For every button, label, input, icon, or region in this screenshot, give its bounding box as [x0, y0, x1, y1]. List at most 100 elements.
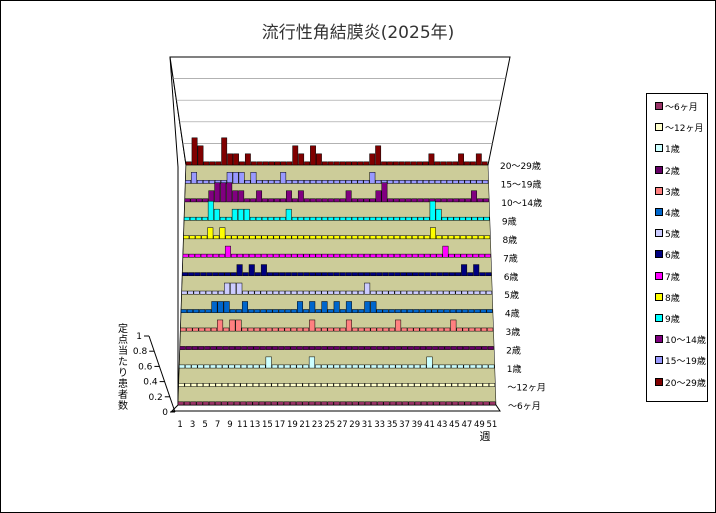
bar-4-week-24 — [321, 346, 328, 350]
bar-12-week-33 — [375, 190, 382, 203]
bar-10-week-7 — [219, 227, 226, 240]
bar-12-week-48 — [465, 198, 471, 203]
bar-13-week-50 — [476, 180, 483, 184]
bar-13-week-35 — [387, 180, 394, 184]
bar-7-week-37 — [400, 290, 407, 295]
bar-10-week-17 — [279, 235, 286, 240]
bar-7-week-6 — [211, 290, 218, 295]
bar-10-week-3 — [195, 235, 202, 240]
bar-8-week-49 — [473, 264, 480, 277]
bar-2-week-48 — [470, 383, 477, 387]
row-label: 2歳 — [506, 345, 521, 357]
bar-3-week-18 — [284, 364, 291, 369]
bar-7-week-51 — [485, 290, 492, 295]
bar-7-week-34 — [382, 290, 389, 295]
bar-9-week-41 — [424, 253, 431, 258]
bar-8-week-23 — [315, 272, 322, 277]
bar-7-week-36 — [394, 290, 401, 295]
bar-3-week-51 — [488, 364, 495, 369]
bar-2-week-2 — [184, 383, 191, 387]
legend-swatch — [655, 292, 663, 301]
bar-3-week-48 — [469, 364, 476, 369]
bar-3-week-17 — [277, 364, 285, 369]
bar-10-week-35 — [387, 235, 394, 240]
bar-9-week-13 — [255, 253, 262, 258]
bar-6-week-33 — [376, 309, 383, 313]
bar-2-week-41 — [426, 383, 433, 387]
bar-7-week-29 — [351, 290, 358, 295]
bar-11-week-27 — [339, 216, 346, 221]
bar-9-week-51 — [484, 253, 491, 258]
legend-label: 5歳 — [665, 230, 680, 241]
bar-13-week-26 — [333, 180, 340, 184]
legend-item: 4歳 — [655, 208, 680, 220]
bar-2-week-33 — [377, 383, 384, 387]
bar-11-week-33 — [375, 216, 382, 221]
bar-6-week-20 — [297, 301, 304, 313]
bar-5-week-46 — [456, 327, 463, 332]
bar-8-week-40 — [418, 272, 425, 277]
bar-1-week-38 — [408, 401, 415, 406]
bar-5-week-29 — [352, 327, 359, 332]
row-label: 15～19歳 — [501, 178, 542, 190]
bar-9-week-4 — [200, 253, 207, 258]
bar-4-week-21 — [302, 346, 309, 350]
bar-10-week-51 — [484, 235, 491, 240]
bar-1-week-48 — [470, 401, 477, 406]
bar-5-week-12 — [247, 327, 254, 332]
bar-6-week-31 — [364, 301, 371, 313]
legend-swatch — [655, 314, 663, 322]
bar-14-week-22 — [310, 145, 316, 166]
bar-3-week-5 — [203, 364, 210, 369]
bar-1-week-33 — [377, 401, 384, 406]
z-tick-label: 0.4 — [143, 378, 158, 388]
bar-10-week-22 — [309, 235, 316, 240]
row-label: ～12ヶ月 — [507, 383, 545, 394]
bar-10-week-6 — [213, 235, 220, 240]
bar-13-week-1 — [185, 180, 191, 184]
bar-9-week-7 — [218, 253, 225, 258]
bar-11-week-2 — [189, 216, 196, 221]
bar-2-week-15 — [265, 383, 272, 387]
bar-12-week-21 — [303, 198, 310, 203]
bar-12-week-22 — [309, 198, 316, 203]
x-tick-label: 29 — [349, 420, 360, 430]
bar-11-week-23 — [315, 216, 322, 221]
bar-6-week-4 — [199, 309, 206, 313]
bar-1-week-21 — [302, 401, 309, 406]
bar-8-week-44 — [442, 272, 449, 277]
bar-10-week-44 — [442, 235, 448, 240]
x-tick-label: 45 — [449, 420, 460, 430]
bar-12-week-24 — [321, 198, 328, 203]
bar-3-week-37 — [401, 364, 408, 369]
bar-10-week-18 — [285, 235, 292, 240]
bar-6-week-15 — [266, 309, 273, 313]
legend-swatch — [655, 356, 663, 365]
bar-5-week-39 — [413, 327, 420, 332]
bar-8-week-33 — [376, 272, 383, 277]
bar-9-week-50 — [478, 253, 485, 258]
bar-3-week-28 — [346, 364, 353, 369]
bar-1-week-2 — [183, 401, 191, 406]
bar-10-week-38 — [405, 235, 412, 240]
bar-9-week-17 — [279, 253, 286, 258]
bar-1-week-31 — [364, 401, 371, 406]
bar-6-week-38 — [407, 309, 414, 313]
bar-8-week-4 — [200, 272, 207, 277]
bar-11-week-47 — [459, 216, 466, 221]
bar-3-week-41 — [426, 356, 433, 369]
bar-13-week-39 — [411, 180, 417, 184]
row-label: 6歳 — [504, 271, 519, 283]
row-label: 5歳 — [504, 289, 519, 301]
bar-4-week-48 — [469, 346, 476, 350]
bar-10-week-5 — [207, 227, 214, 240]
bar-8-week-22 — [309, 272, 316, 277]
bar-8-week-45 — [448, 272, 455, 277]
bar-3-week-33 — [376, 364, 384, 369]
bar-7-week-35 — [388, 290, 395, 295]
bar-5-week-3 — [192, 327, 199, 332]
bar-9-week-42 — [430, 253, 437, 258]
bar-2-week-14 — [259, 383, 266, 387]
x-axis-label: 週 — [480, 430, 491, 443]
bar-6-week-30 — [358, 309, 365, 313]
